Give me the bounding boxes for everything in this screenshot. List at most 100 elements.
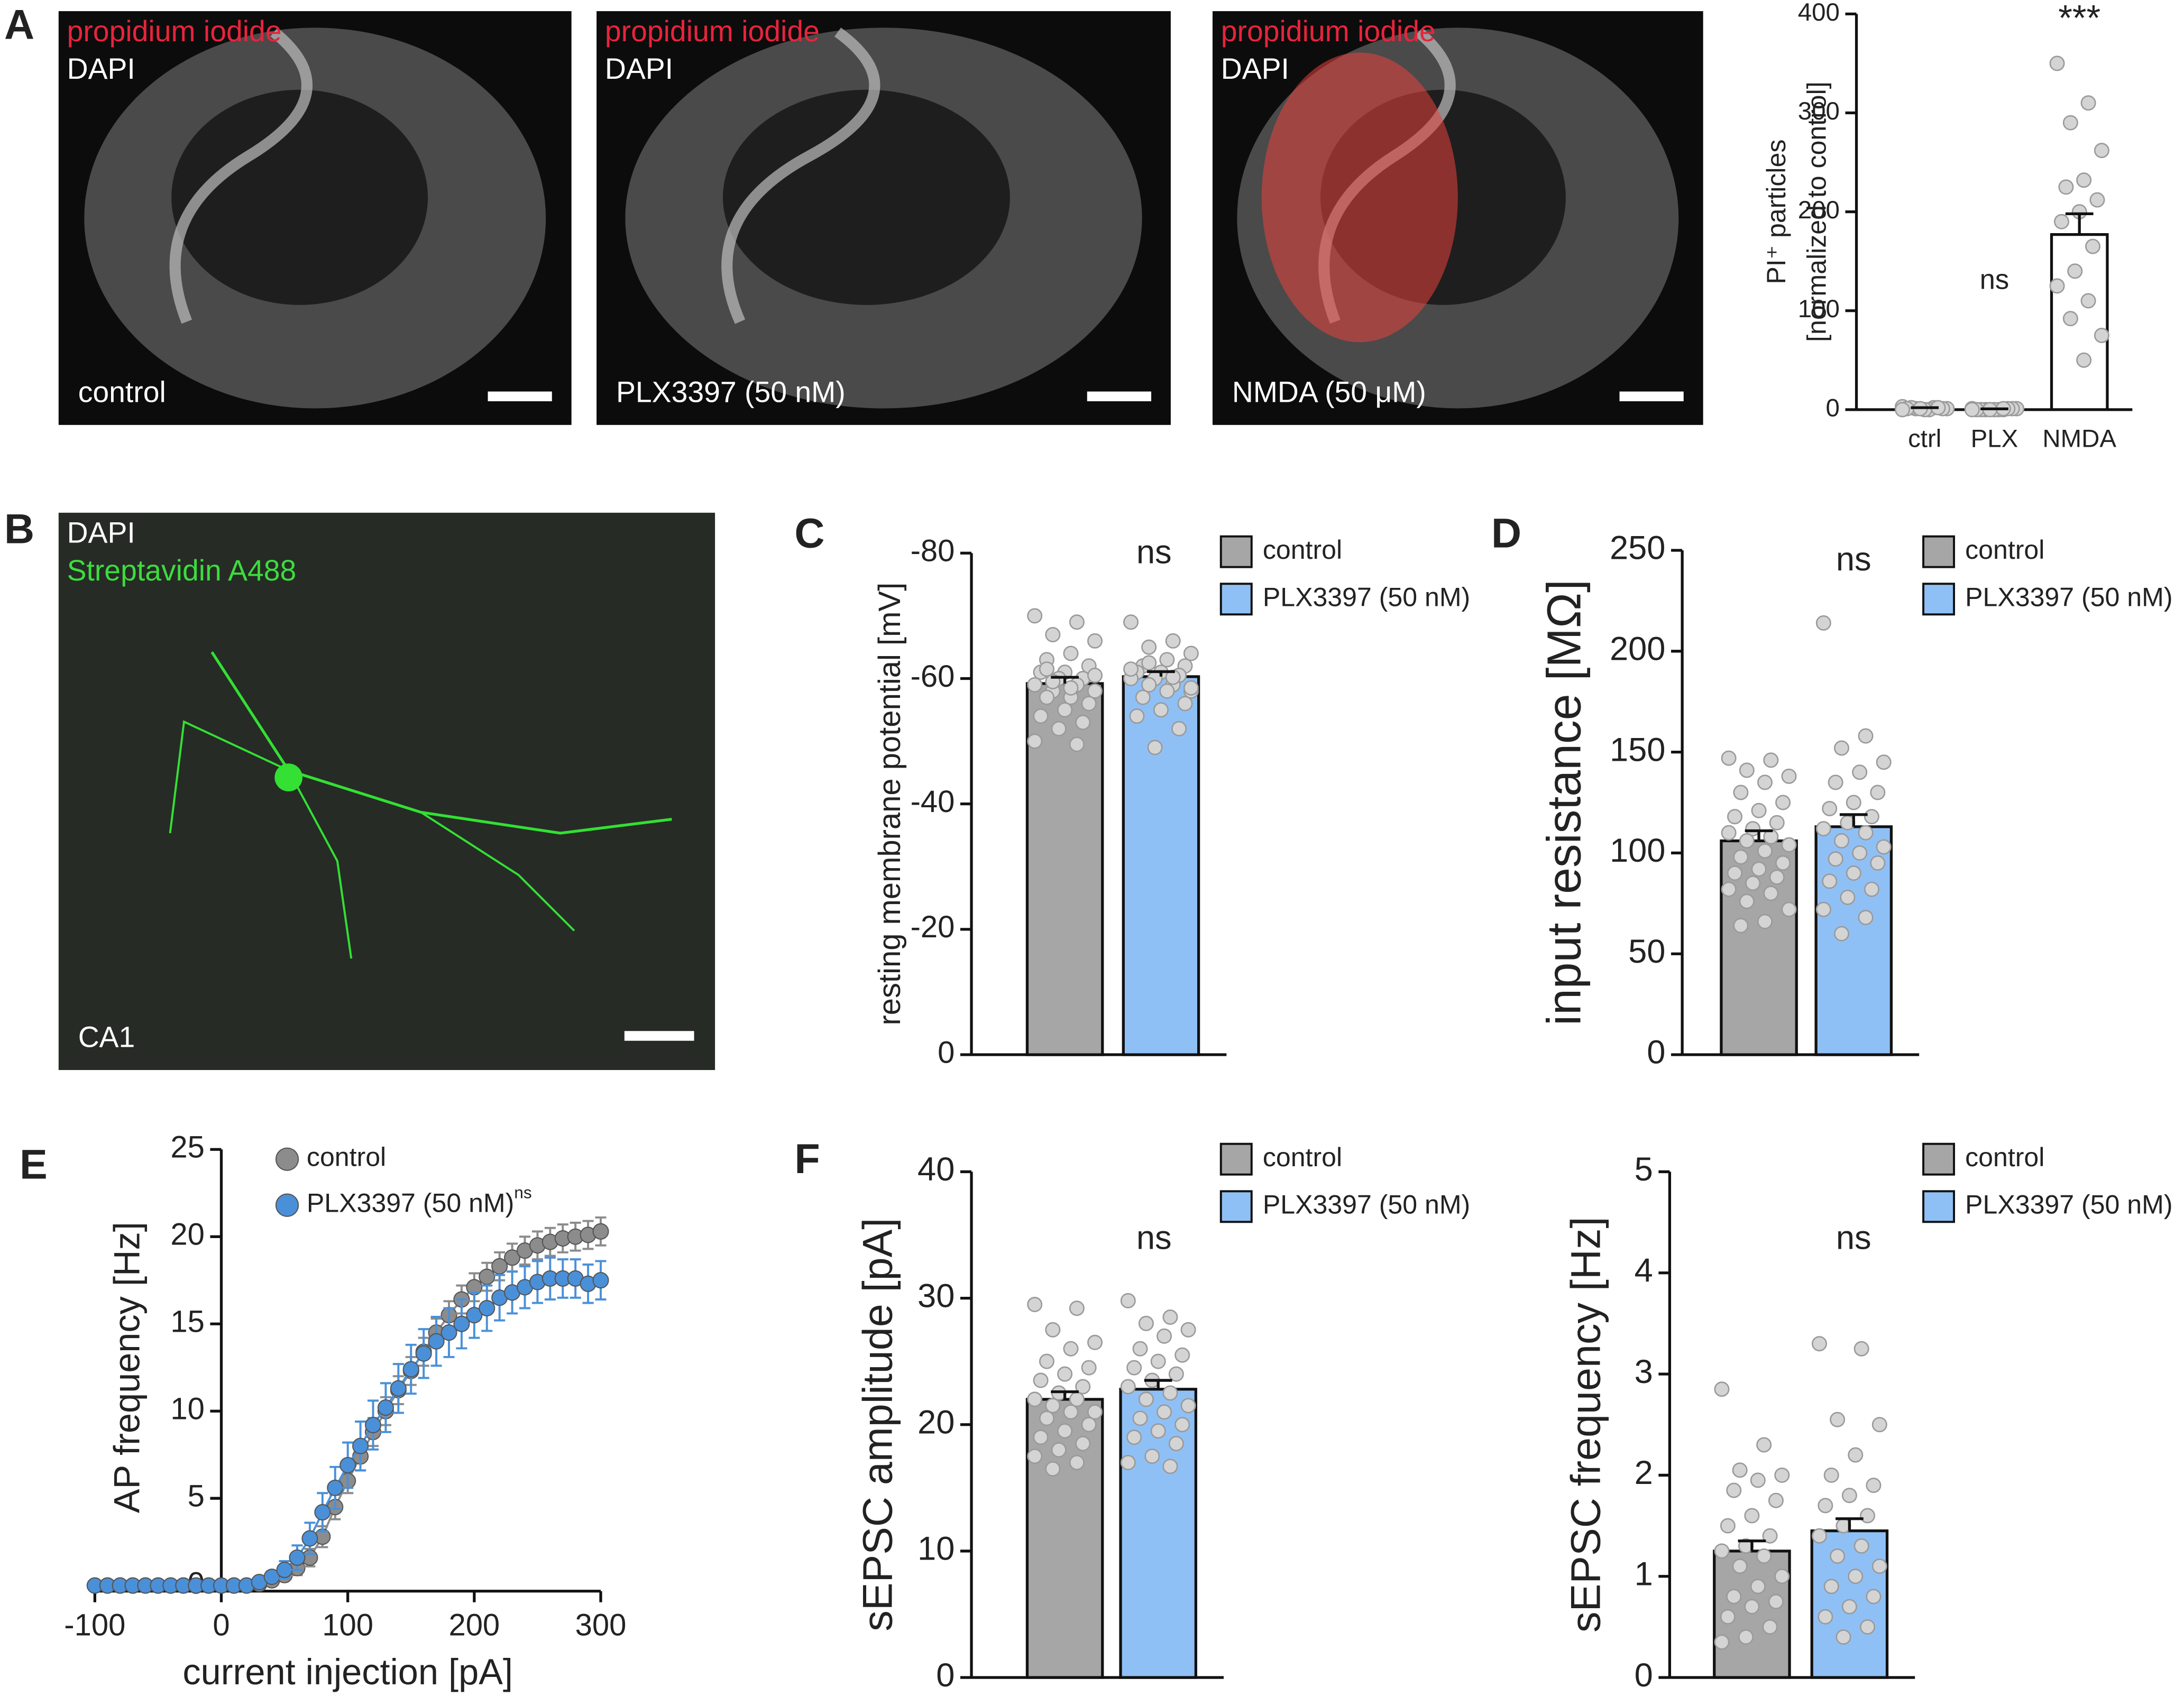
data-point: [1165, 633, 1181, 649]
data-point: [1069, 1391, 1085, 1407]
data-point: [1870, 855, 1886, 871]
data-point: [1739, 893, 1755, 909]
neuron: [420, 811, 575, 931]
legend-label: control: [1263, 535, 1342, 565]
data-point: [377, 1399, 394, 1416]
data-point: [1039, 1410, 1054, 1426]
data-point: [1075, 1379, 1091, 1395]
error-bar: [1839, 813, 1868, 827]
data-point: [1135, 689, 1151, 705]
data-point: [1075, 714, 1091, 730]
data-point: [1768, 1594, 1784, 1610]
data-point: [1069, 1301, 1085, 1316]
data-point: [1033, 1372, 1049, 1388]
y-axis-label: resting membrane potential [mV]: [873, 583, 907, 1026]
data-point: [1726, 1589, 1742, 1604]
data-point: [1751, 803, 1767, 818]
x-tick-label: 100: [322, 1609, 373, 1643]
y-tick-label: 40: [917, 1151, 955, 1188]
data-point: [1830, 1412, 1846, 1427]
error-bar: [1745, 829, 1773, 841]
data-point: [1768, 1492, 1784, 1508]
data-point: [1834, 740, 1850, 756]
data-point: [1180, 1398, 1196, 1414]
data-point: [1738, 1629, 1754, 1645]
data-point: [1721, 750, 1737, 766]
legend-label: PLX3397 (50 nM): [1965, 582, 2172, 612]
data-point: [1087, 633, 1103, 649]
legend-label: PLX3397 (50 nM): [1263, 582, 1470, 612]
y-tick-label: 100: [1798, 295, 1840, 323]
data-point: [1039, 661, 1054, 677]
data-point: [301, 1530, 318, 1547]
data-point: [1027, 1449, 1043, 1464]
micrograph: [58, 512, 715, 1071]
data-point: [1733, 785, 1749, 800]
data-point: [352, 1437, 369, 1454]
legend-swatch: [1219, 535, 1253, 568]
data-point: [1864, 809, 1879, 825]
y-axis-label: AP frequency [Hz]: [106, 1222, 147, 1513]
x-tick-label: ctrl: [1908, 425, 1941, 453]
legend-label: control: [1965, 535, 2044, 565]
data-point: [1138, 1391, 1154, 1407]
data-point: [1858, 910, 1874, 926]
y-tick-label: 100: [1610, 832, 1666, 869]
panel-letter: E: [20, 1140, 48, 1187]
legend-note: ns: [514, 1183, 531, 1202]
y-axis-label: [normalized to control]: [1802, 81, 1832, 342]
y-tick-label: -40: [911, 785, 955, 819]
soma: [274, 763, 303, 791]
data-point: [1027, 1391, 1043, 1407]
image-caption: NMDA (50 μM): [1232, 375, 1426, 408]
data-point: [2053, 214, 2069, 229]
data-point: [1815, 615, 1831, 631]
data-point: [2067, 263, 2083, 279]
data-point: [1834, 833, 1850, 849]
data-point: [1159, 652, 1175, 668]
data-point: [1745, 875, 1761, 891]
data-point: [1162, 1459, 1178, 1474]
y-tick-label: 25: [170, 1131, 204, 1165]
data-point: [1733, 918, 1749, 934]
data-point: [1757, 843, 1773, 859]
data-point: [2076, 352, 2092, 368]
data-point: [441, 1324, 457, 1341]
data-point: [1852, 764, 1868, 780]
data-point: [1162, 1385, 1178, 1401]
data-point: [592, 1272, 609, 1289]
data-point: [1168, 1366, 1184, 1382]
y-tick-label: 20: [170, 1218, 204, 1252]
bar: [2050, 233, 2109, 411]
data-point: [327, 1479, 344, 1496]
data-point: [1069, 736, 1085, 752]
annotation: ***: [2058, 0, 2100, 39]
data-point: [1132, 1341, 1148, 1357]
panel-letter: A: [4, 1, 34, 48]
data-point: [491, 1258, 508, 1275]
legend-name: PLX3397 (50 nM): [307, 1188, 514, 1218]
y-tick-label: 200: [1798, 196, 1840, 224]
data-point: [1183, 680, 1199, 696]
data-point: [1769, 869, 1785, 885]
data-point: [314, 1504, 331, 1521]
image-label: Streptavidin A488: [67, 554, 297, 587]
y-tick-label: 300: [1798, 97, 1840, 125]
data-point: [1745, 821, 1761, 837]
data-point: [1964, 402, 1980, 418]
annotation: ns: [1136, 534, 1172, 571]
legend-marker: [275, 1147, 299, 1171]
data-point: [1846, 795, 1861, 810]
data-point: [1180, 1322, 1196, 1338]
data-point: [1818, 1498, 1833, 1514]
data-point: [453, 1315, 470, 1332]
legend-name: control: [307, 1142, 386, 1172]
data-point: [1045, 1461, 1061, 1477]
data-point: [1714, 1381, 1730, 1397]
data-point: [1081, 1417, 1097, 1433]
panel-letter: C: [794, 510, 824, 557]
data-point: [1828, 851, 1843, 867]
image-label: DAPI: [67, 517, 135, 549]
data-point: [1027, 608, 1043, 624]
data-point: [1126, 1429, 1142, 1445]
